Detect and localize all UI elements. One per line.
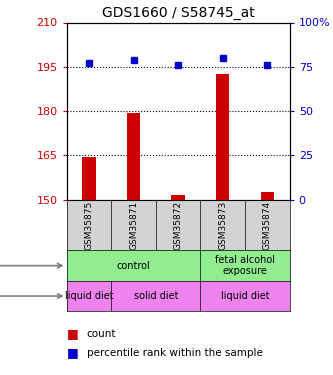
- Text: count: count: [87, 329, 116, 339]
- Bar: [82, 157, 96, 200]
- Text: liquid diet: liquid diet: [65, 291, 113, 301]
- Text: GSM35871: GSM35871: [129, 201, 138, 250]
- Text: ■: ■: [67, 327, 78, 340]
- Text: agent: agent: [0, 261, 62, 271]
- Text: GSM35872: GSM35872: [173, 201, 183, 250]
- Text: ■: ■: [67, 346, 78, 359]
- Text: percentile rank within the sample: percentile rank within the sample: [87, 348, 262, 357]
- Text: control: control: [117, 261, 151, 271]
- Bar: [171, 195, 185, 200]
- Title: GDS1660 / S58745_at: GDS1660 / S58745_at: [102, 6, 254, 20]
- Text: protocol: protocol: [0, 291, 62, 301]
- Bar: [127, 112, 140, 200]
- Bar: [216, 74, 229, 200]
- Text: solid diet: solid diet: [134, 291, 178, 301]
- Text: GSM35873: GSM35873: [218, 201, 227, 250]
- Text: liquid diet: liquid diet: [221, 291, 269, 301]
- Text: GSM35875: GSM35875: [84, 201, 94, 250]
- Text: GSM35874: GSM35874: [263, 201, 272, 250]
- Text: fetal alcohol
exposure: fetal alcohol exposure: [215, 255, 275, 276]
- Bar: [261, 192, 274, 200]
